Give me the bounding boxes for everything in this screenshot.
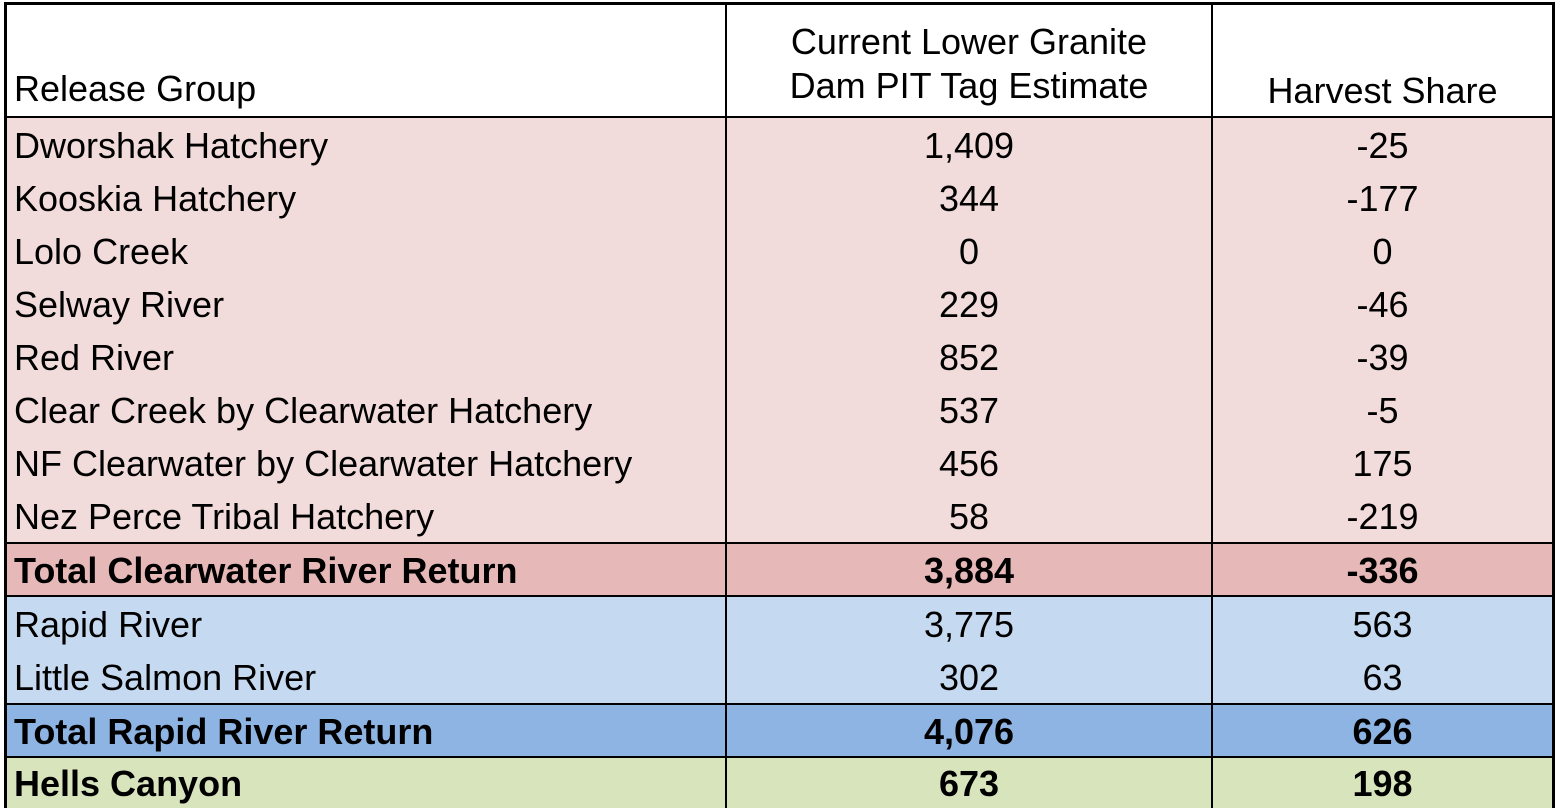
harvest-share-cell: -25	[1356, 124, 1409, 166]
hells-canyon-row: Hells Canyon 673 198	[7, 758, 1552, 808]
release-group-cell: Total Rapid River Return	[7, 705, 727, 756]
release-group-cell: Selway River	[7, 277, 727, 330]
harvest-share-cell: 563	[1352, 603, 1413, 645]
table-row: Lolo Creek 0 0	[7, 224, 1552, 277]
harvest-share-cell: -5	[1366, 389, 1399, 431]
estimate-cell: 456	[727, 436, 1213, 489]
rapid-total-row: Total Rapid River Return 4,076 626	[7, 703, 1552, 758]
release-group-cell: Kooskia Hatchery	[7, 171, 727, 224]
table-row: Selway River 229 -46	[7, 277, 1552, 330]
estimate-cell: 229	[727, 277, 1213, 330]
harvest-share-cell: 0	[1372, 230, 1393, 272]
table-row: Nez Perce Tribal Hatchery 58 -219	[7, 489, 1552, 542]
table-row: Little Salmon River 302 63	[7, 650, 1552, 703]
release-group-cell: Rapid River	[7, 597, 727, 650]
harvest-share-cell: -39	[1356, 336, 1409, 378]
harvest-share-cell: 626	[1352, 710, 1413, 752]
release-group-cell: Lolo Creek	[7, 224, 727, 277]
harvest-share-cell: -177	[1346, 177, 1419, 219]
harvest-share-cell: -336	[1346, 549, 1419, 591]
table-row: NF Clearwater by Clearwater Hatchery 456…	[7, 436, 1552, 489]
estimate-cell: 58	[727, 489, 1213, 542]
estimate-cell: 4,076	[727, 705, 1213, 756]
table-header-row: Release Group Current Lower Granite Dam …	[7, 5, 1552, 118]
table-row: Red River 852 -39	[7, 330, 1552, 383]
release-group-table: Release Group Current Lower Granite Dam …	[4, 2, 1555, 808]
header-estimate-line1: Current Lower Granite	[790, 21, 1148, 62]
table-row: Clear Creek by Clearwater Hatchery 537 -…	[7, 383, 1552, 436]
release-group-cell: Total Clearwater River Return	[7, 544, 727, 595]
release-group-cell: Nez Perce Tribal Hatchery	[7, 489, 727, 542]
release-group-cell: Red River	[7, 330, 727, 383]
estimate-cell: 852	[727, 330, 1213, 383]
estimate-cell: 3,884	[727, 544, 1213, 595]
harvest-share-cell: 198	[1352, 763, 1413, 804]
estimate-cell: 0	[727, 224, 1213, 277]
release-group-cell: Little Salmon River	[7, 650, 727, 703]
estimate-cell: 537	[727, 383, 1213, 436]
clearwater-total-row: Total Clearwater River Return 3,884 -336	[7, 542, 1552, 597]
release-group-cell: NF Clearwater by Clearwater Hatchery	[7, 436, 727, 489]
estimate-cell: 1,409	[727, 118, 1213, 171]
release-group-cell: Hells Canyon	[7, 758, 727, 808]
header-release-group: Release Group	[7, 5, 727, 116]
release-group-cell: Clear Creek by Clearwater Hatchery	[7, 383, 727, 436]
estimate-cell: 302	[727, 650, 1213, 703]
harvest-share-cell: -46	[1356, 283, 1409, 325]
table-body: Dworshak Hatchery 1,409 -25 Kooskia Hatc…	[7, 118, 1552, 808]
estimate-cell: 673	[727, 758, 1213, 808]
harvest-share-cell: 175	[1352, 442, 1413, 484]
header-pit-tag-estimate: Current Lower Granite Dam PIT Tag Estima…	[727, 5, 1213, 116]
harvest-share-cell: -219	[1346, 495, 1419, 537]
header-estimate-line2: Dam PIT Tag Estimate	[789, 65, 1149, 106]
estimate-cell: 3,775	[727, 597, 1213, 650]
estimate-cell: 344	[727, 171, 1213, 224]
table-row: Kooskia Hatchery 344 -177	[7, 171, 1552, 224]
harvest-share-cell: 63	[1362, 656, 1403, 698]
release-group-cell: Dworshak Hatchery	[7, 118, 727, 171]
table-row: Dworshak Hatchery 1,409 -25	[7, 118, 1552, 171]
header-harvest-share: Harvest Share	[1267, 70, 1498, 111]
table-row: Rapid River 3,775 563	[7, 597, 1552, 650]
